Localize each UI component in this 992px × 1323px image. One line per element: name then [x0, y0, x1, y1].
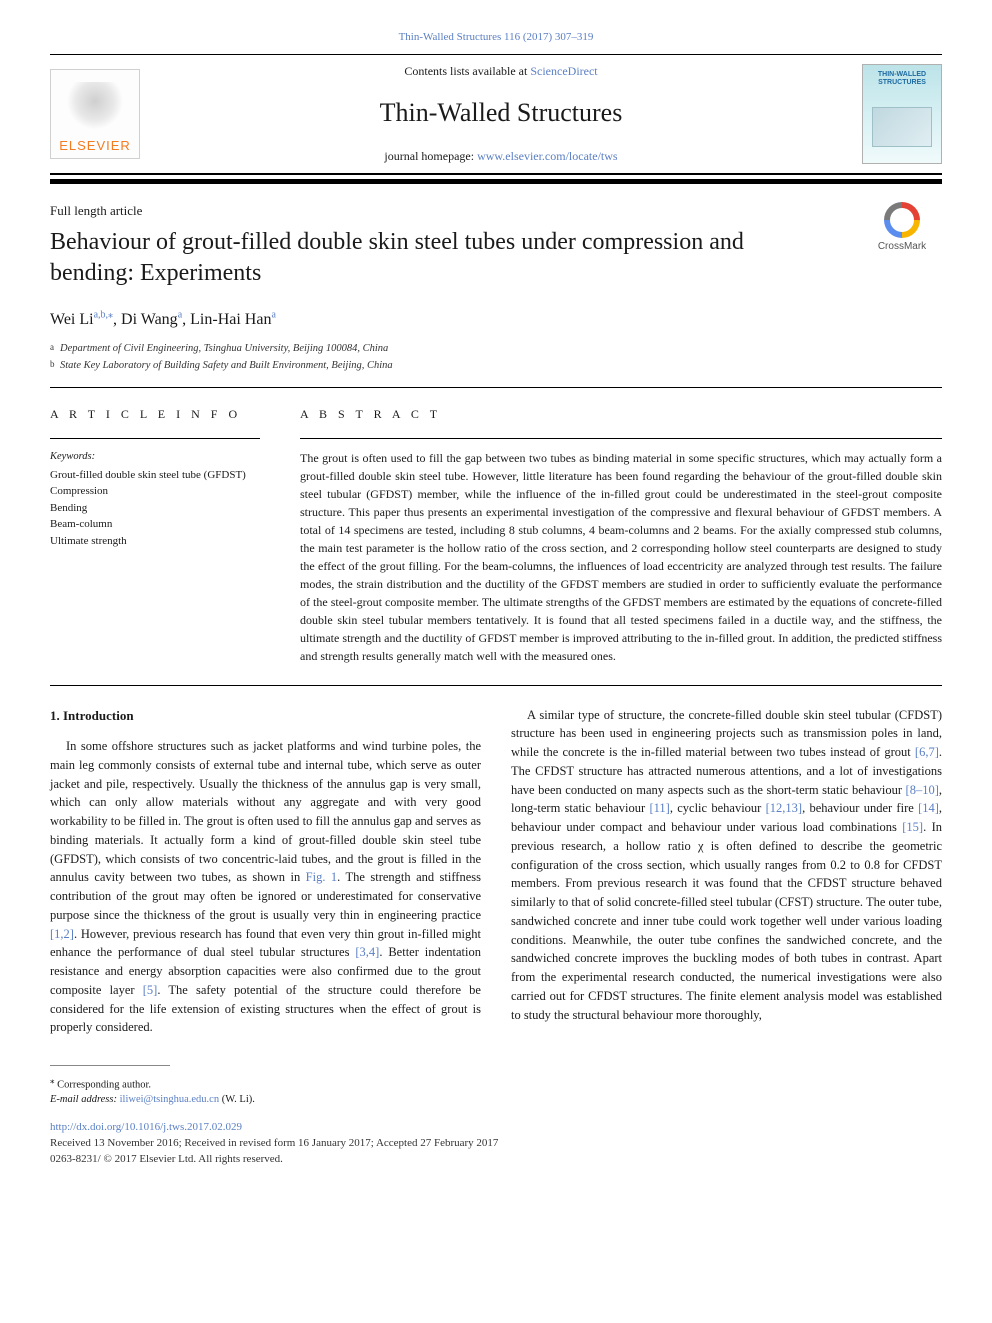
cover-title: THIN-WALLED STRUCTURES	[867, 71, 937, 86]
abstract-text: The grout is often used to fill the gap …	[300, 449, 942, 665]
elsevier-tree-icon	[65, 82, 125, 137]
sciencedirect-link[interactable]: ScienceDirect	[530, 64, 597, 78]
author-3-affil-sup: a	[271, 309, 275, 320]
keyword: Bending	[50, 500, 260, 517]
article-title: Behaviour of grout-filled double skin st…	[50, 227, 810, 289]
body-column-left: 1. Introduction In some offshore structu…	[50, 706, 481, 1038]
citation-ref[interactable]: [15]	[902, 820, 923, 834]
corr-text: Corresponding author.	[57, 1080, 151, 1091]
crossmark-label: CrossMark	[862, 240, 942, 255]
rule	[300, 438, 942, 439]
affil-marker: a	[50, 341, 60, 356]
text-run: In some offshore structures such as jack…	[50, 739, 481, 884]
received-line: Received 13 November 2016; Received in r…	[50, 1136, 942, 1152]
citation-ref[interactable]: [5]	[143, 983, 158, 997]
author-1: Wei Li	[50, 311, 94, 328]
contents-prefix: Contents lists available at	[404, 64, 530, 78]
paragraph: In some offshore structures such as jack…	[50, 737, 481, 1037]
top-citation-link[interactable]: Thin-Walled Structures 116 (2017) 307–31…	[399, 31, 594, 43]
contents-line: Contents lists available at ScienceDirec…	[152, 63, 850, 80]
crossmark-icon	[884, 202, 920, 238]
citation-ref[interactable]: [11]	[649, 801, 669, 815]
keyword: Grout-filled double skin steel tube (GFD…	[50, 467, 260, 484]
affil-text: State Key Laboratory of Building Safety …	[60, 358, 393, 373]
cover-image-icon	[872, 107, 932, 147]
journal-cover-thumbnail: THIN-WALLED STRUCTURES	[862, 64, 942, 164]
citation-ref[interactable]: [3,4]	[355, 945, 379, 959]
email-who: (W. Li).	[219, 1094, 255, 1105]
keyword: Beam-column	[50, 516, 260, 533]
crossmark[interactable]: CrossMark	[862, 202, 942, 255]
text-run: , cyclic behaviour	[670, 801, 766, 815]
affiliation-b: b State Key Laboratory of Building Safet…	[50, 358, 942, 373]
citation-ref[interactable]: [8–10]	[906, 783, 939, 797]
body-column-right: A similar type of structure, the concret…	[511, 706, 942, 1038]
keyword: Ultimate strength	[50, 533, 260, 550]
article-info-block: A R T I C L E I N F O Keywords: Grout-fi…	[50, 406, 260, 664]
journal-header: ELSEVIER Contents lists available at Sci…	[50, 54, 942, 175]
affil-marker: b	[50, 358, 60, 373]
corresponding-author-note: ⁎ Corresponding author.	[50, 1074, 942, 1093]
abstract-head: A B S T R A C T	[300, 406, 942, 423]
rule	[50, 685, 942, 686]
paragraph: A similar type of structure, the concret…	[511, 706, 942, 1025]
top-citation: Thin-Walled Structures 116 (2017) 307–31…	[50, 30, 942, 46]
section-heading: 1. Introduction	[50, 706, 481, 726]
authors: Wei Lia,b,⁎, Di Wanga, Lin-Hai Hana	[50, 308, 942, 331]
issn-copyright: 0263-8231/ © 2017 Elsevier Ltd. All righ…	[50, 1152, 942, 1168]
email-label: E-mail address:	[50, 1094, 120, 1105]
header-rule	[50, 179, 942, 184]
article-info-head: A R T I C L E I N F O	[50, 406, 260, 423]
text-run: A similar type of structure, the concret…	[511, 708, 942, 760]
journal-name: Thin-Walled Structures	[152, 94, 850, 132]
citation-ref[interactable]: [14]	[918, 801, 939, 815]
text-run: , behaviour under fire	[802, 801, 918, 815]
citation-ref[interactable]: [12,13]	[766, 801, 802, 815]
homepage-prefix: journal homepage:	[384, 149, 477, 163]
doi-line: http://dx.doi.org/10.1016/j.tws.2017.02.…	[50, 1120, 942, 1136]
author-3: , Lin-Hai Han	[182, 311, 271, 328]
article-type: Full length article	[50, 202, 942, 221]
affiliation-a: a Department of Civil Engineering, Tsing…	[50, 341, 942, 356]
citation-ref[interactable]: [1,2]	[50, 927, 74, 941]
footnote-rule	[50, 1065, 170, 1066]
author-1-affil-sup: a,b,	[94, 309, 108, 320]
homepage-link[interactable]: www.elsevier.com/locate/tws	[477, 149, 618, 163]
email-line: E-mail address: iliwei@tsinghua.edu.cn (…	[50, 1093, 942, 1108]
keyword: Compression	[50, 483, 260, 500]
corr-star-icon: ⁎	[50, 1075, 55, 1085]
keywords-label: Keywords:	[50, 449, 260, 464]
elsevier-logo: ELSEVIER	[50, 69, 140, 159]
text-run: . In previous research, a hollow ratio χ…	[511, 820, 942, 1022]
homepage-line: journal homepage: www.elsevier.com/locat…	[152, 148, 850, 165]
doi-link[interactable]: http://dx.doi.org/10.1016/j.tws.2017.02.…	[50, 1121, 242, 1133]
affil-text: Department of Civil Engineering, Tsinghu…	[60, 341, 388, 356]
rule	[50, 387, 942, 388]
figure-ref[interactable]: Fig. 1	[306, 870, 338, 884]
abstract-block: A B S T R A C T The grout is often used …	[300, 406, 942, 664]
email-link[interactable]: iliwei@tsinghua.edu.cn	[120, 1094, 219, 1105]
author-2: , Di Wang	[113, 311, 178, 328]
citation-ref[interactable]: [6,7]	[915, 745, 939, 759]
elsevier-wordmark: ELSEVIER	[59, 137, 131, 156]
rule	[50, 438, 260, 439]
